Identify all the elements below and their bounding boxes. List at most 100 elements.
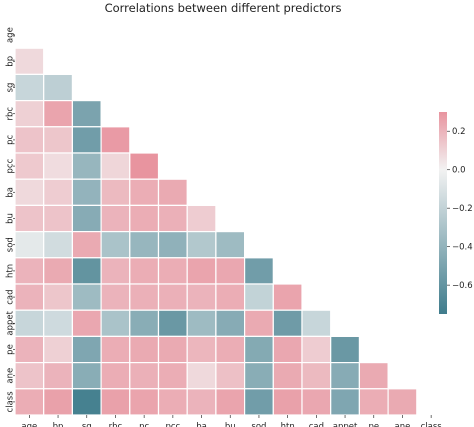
- heatmap-cell: [358, 388, 389, 416]
- heatmap-cell: [71, 257, 102, 285]
- heatmap-cell: [100, 204, 131, 233]
- heatmap-cell: [244, 283, 274, 311]
- heatmap-cell: [244, 309, 274, 338]
- heatmap-cell: [14, 73, 45, 102]
- heatmap-cell: [387, 388, 418, 416]
- heatmap-cell: [215, 388, 246, 416]
- heatmap-cell: [43, 257, 74, 285]
- heatmap-cell: [100, 257, 131, 285]
- heatmap-cell: [71, 309, 102, 338]
- x-tick-label: ba: [196, 422, 207, 427]
- heatmap-cell: [301, 388, 332, 416]
- heatmap-cell: [272, 335, 303, 364]
- heatmap-cell: [330, 362, 361, 390]
- heatmap-cell: [186, 257, 217, 285]
- heatmap-cell: [330, 388, 361, 416]
- x-tick-label: rbc: [109, 422, 123, 427]
- heatmap-cell: [129, 309, 160, 338]
- heatmap-cell: [14, 152, 45, 180]
- heatmap-cells: [14, 47, 418, 416]
- heatmap-cell: [129, 335, 160, 364]
- heatmap-cell: [186, 283, 217, 311]
- heatmap-cell: [14, 204, 45, 233]
- heatmap-cell: [100, 152, 131, 180]
- y-tick-label: rbc: [6, 107, 16, 121]
- heatmap-cell: [14, 231, 45, 259]
- colorbar-tick-label: −0.6: [452, 281, 473, 291]
- heatmap-cell: [129, 388, 160, 416]
- y-tick-label: bp: [6, 56, 16, 67]
- heatmap-cell: [244, 335, 274, 364]
- heatmap-cell: [71, 283, 102, 311]
- heatmap-cell: [186, 388, 217, 416]
- y-tick-label: ane: [6, 368, 16, 384]
- heatmap-cell: [129, 231, 160, 259]
- heatmap-cell: [358, 362, 389, 390]
- heatmap-cell: [71, 335, 102, 364]
- y-tick-label: appet: [6, 310, 16, 335]
- heatmap-cell: [100, 126, 131, 154]
- y-tick-label: htn: [6, 264, 16, 278]
- heatmap-cell: [186, 309, 217, 338]
- x-tick-label: pe: [368, 422, 379, 427]
- heatmap-cell: [186, 231, 217, 259]
- heatmap-cell: [215, 362, 246, 390]
- heatmap-cell: [215, 283, 246, 311]
- heatmap-cell: [71, 388, 102, 416]
- heatmap-cell: [100, 388, 131, 416]
- heatmap-cell: [157, 283, 188, 311]
- heatmap-cell: [157, 178, 188, 206]
- heatmap-cell: [14, 335, 45, 364]
- x-tick-label: cad: [309, 422, 324, 427]
- heatmap-cell: [244, 362, 274, 390]
- x-tick-label: pc: [139, 422, 149, 427]
- y-tick-label: cad: [6, 289, 16, 304]
- heatmap-cell: [215, 257, 246, 285]
- heatmap-cell: [244, 388, 274, 416]
- colorbar-tick-label: −0.4: [452, 243, 473, 253]
- chart-title: Correlations between different predictor…: [105, 1, 342, 15]
- heatmap-cell: [43, 99, 74, 128]
- colorbar-tick-label: −0.2: [452, 204, 473, 214]
- y-tick-labels: age bp sg rbc pc pcc ba bu sod htn cad appet pe ane cl…: [6, 27, 16, 412]
- y-tick-label: bu: [6, 213, 16, 224]
- heatmap-cell: [301, 335, 332, 364]
- heatmap-cell: [71, 204, 102, 233]
- heatmap-cell: [43, 204, 74, 233]
- heatmap-cell: [14, 362, 45, 390]
- x-tick-label: htn: [281, 422, 295, 427]
- heatmap-cell: [215, 309, 246, 338]
- heatmap-cell: [14, 47, 45, 76]
- heatmap-cell: [71, 152, 102, 180]
- heatmap-cell: [272, 309, 303, 338]
- heatmap-cell: [43, 388, 74, 416]
- heatmap-cell: [272, 388, 303, 416]
- heatmap-cell: [186, 204, 217, 233]
- x-tick-labels: age bp sg rbc pc pcc ba bu sod htn cad appet pe ane cl…: [21, 415, 442, 427]
- heatmap-cell: [301, 362, 332, 390]
- y-tick-label: sod: [6, 237, 16, 252]
- heatmap-cell: [129, 362, 160, 390]
- heatmap-cell: [43, 73, 74, 102]
- heatmap-cell: [71, 99, 102, 128]
- heatmap-cell: [43, 126, 74, 154]
- colorbar-ticks: 0.2 0.0 −0.2 −0.4 −0.6: [447, 127, 473, 291]
- heatmap-cell: [14, 283, 45, 311]
- colorbar-tick-label: 0.0: [452, 166, 466, 176]
- x-tick-label: sg: [82, 422, 92, 427]
- heatmap-cell: [43, 283, 74, 311]
- heatmap-cell: [244, 257, 274, 285]
- y-tick-label: pe: [6, 344, 16, 355]
- heatmap-cell: [129, 283, 160, 311]
- heatmap-cell: [301, 309, 332, 338]
- y-tick-label: pcc: [6, 158, 16, 173]
- heatmap-cell: [43, 178, 74, 206]
- heatmap-cell: [71, 178, 102, 206]
- x-tick-label: age: [21, 422, 37, 427]
- heatmap-cell: [129, 257, 160, 285]
- heatmap-cell: [71, 231, 102, 259]
- colorbar-gradient: [439, 112, 447, 314]
- heatmap-cell: [186, 362, 217, 390]
- heatmap-cell: [14, 178, 45, 206]
- heatmap-cell: [14, 257, 45, 285]
